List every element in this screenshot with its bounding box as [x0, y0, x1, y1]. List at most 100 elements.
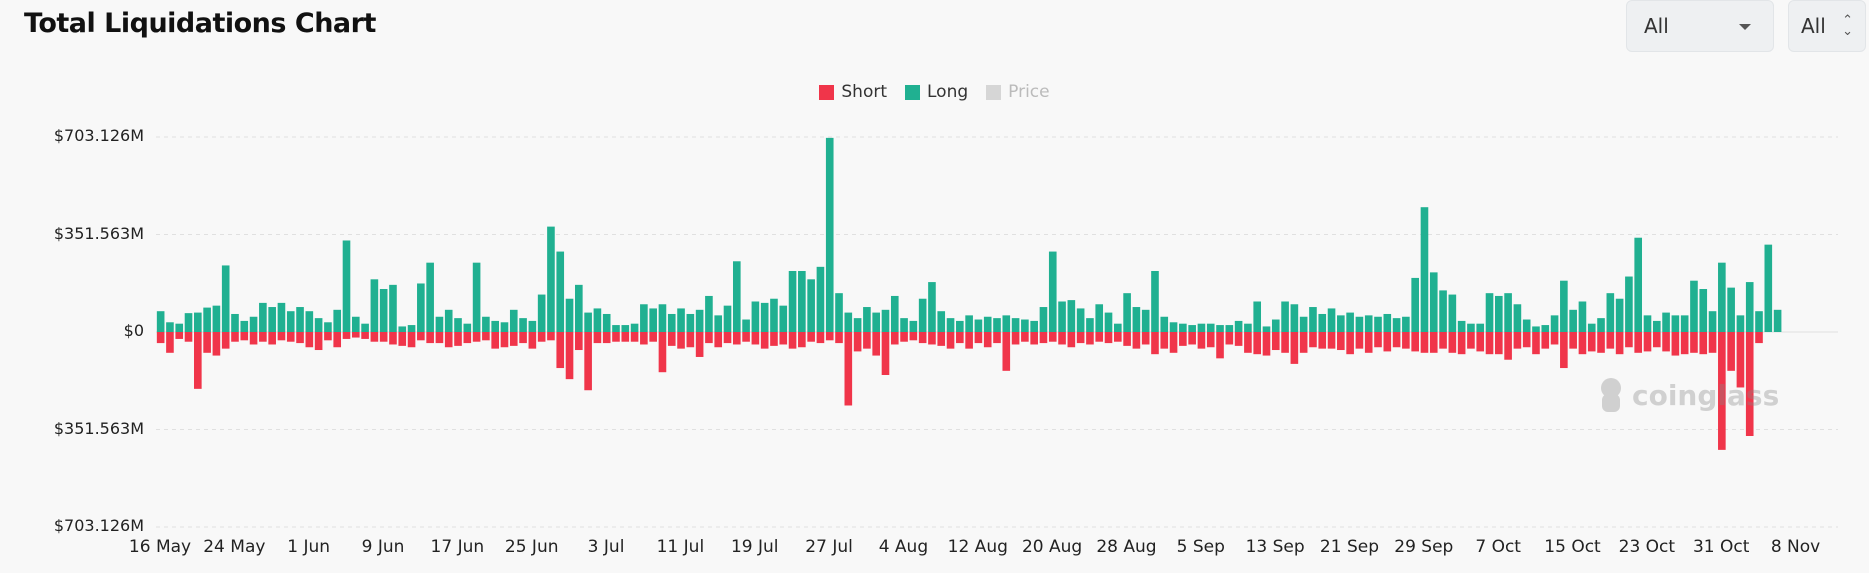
short-bar[interactable] [612, 332, 620, 342]
short-bar[interactable] [491, 332, 499, 349]
long-bar[interactable] [1718, 262, 1726, 332]
long-bar[interactable] [1216, 325, 1224, 332]
short-bar[interactable] [324, 332, 332, 341]
short-bar[interactable] [472, 332, 481, 342]
long-bar[interactable] [491, 320, 499, 332]
short-bar[interactable] [194, 332, 202, 389]
short-bar[interactable] [556, 332, 565, 369]
long-bar[interactable] [1467, 323, 1475, 332]
long-bar[interactable] [1281, 301, 1289, 332]
long-bar[interactable] [890, 295, 899, 332]
short-bar[interactable] [528, 332, 537, 349]
short-bar[interactable] [825, 332, 834, 341]
short-bar[interactable] [1522, 332, 1531, 348]
short-bar[interactable] [956, 332, 964, 344]
long-bar[interactable] [575, 284, 583, 332]
long-bar[interactable] [770, 298, 778, 332]
long-bar[interactable] [277, 302, 286, 332]
long-bar[interactable] [1030, 320, 1038, 332]
short-bar[interactable] [1104, 332, 1113, 344]
long-bar[interactable] [426, 262, 434, 332]
short-bar[interactable] [379, 332, 388, 342]
long-bar[interactable] [259, 302, 267, 332]
short-bar[interactable] [314, 332, 323, 351]
short-bar[interactable] [658, 332, 667, 373]
short-bar[interactable] [156, 332, 165, 344]
long-bar[interactable] [1429, 272, 1438, 332]
long-bar[interactable] [1364, 315, 1373, 332]
short-bar[interactable] [575, 332, 583, 351]
short-bar[interactable] [695, 332, 704, 357]
short-bar[interactable] [203, 332, 211, 353]
short-bar[interactable] [1048, 332, 1057, 342]
short-bar[interactable] [816, 332, 825, 344]
long-bar[interactable] [649, 308, 657, 332]
long-bar[interactable] [565, 298, 574, 332]
short-bar[interactable] [788, 332, 797, 349]
long-bar[interactable] [1021, 319, 1029, 332]
long-bar[interactable] [1067, 300, 1076, 332]
long-bar[interactable] [909, 320, 918, 332]
short-bar[interactable] [742, 332, 750, 342]
long-bar[interactable] [965, 315, 973, 332]
long-bar[interactable] [221, 265, 230, 332]
short-bar[interactable] [389, 332, 397, 345]
range-select[interactable]: All ⌃ ⌄ [1788, 0, 1866, 52]
short-bar[interactable] [1355, 332, 1364, 349]
long-bar[interactable] [1086, 318, 1094, 332]
short-bar[interactable] [212, 332, 221, 356]
long-bar[interactable] [1522, 319, 1531, 332]
long-bar[interactable] [1587, 323, 1596, 332]
short-bar[interactable] [890, 332, 899, 345]
short-bar[interactable] [259, 332, 267, 342]
short-bar[interactable] [1216, 332, 1224, 359]
long-bar[interactable] [1671, 315, 1680, 332]
long-bar[interactable] [342, 240, 351, 332]
long-bar[interactable] [1411, 277, 1419, 332]
long-bar[interactable] [658, 304, 667, 332]
long-bar[interactable] [1578, 301, 1587, 332]
long-bar[interactable] [1188, 325, 1196, 332]
short-bar[interactable] [1429, 332, 1438, 353]
short-bar[interactable] [500, 332, 509, 348]
short-bar[interactable] [1244, 332, 1252, 353]
short-bar[interactable] [296, 332, 304, 344]
long-bar[interactable] [556, 251, 565, 332]
short-bar[interactable] [240, 332, 249, 341]
long-bar[interactable] [1755, 311, 1763, 332]
short-bar[interactable] [1299, 332, 1308, 353]
long-bar[interactable] [417, 283, 425, 332]
long-bar[interactable] [1541, 325, 1550, 332]
long-bar[interactable] [1271, 319, 1280, 332]
short-bar[interactable] [1011, 332, 1020, 345]
long-bar[interactable] [1448, 294, 1457, 332]
long-bar[interactable] [1764, 244, 1773, 332]
short-bar[interactable] [649, 332, 657, 342]
long-bar[interactable] [444, 309, 453, 332]
long-bar[interactable] [1690, 280, 1698, 332]
long-bar[interactable] [547, 226, 555, 332]
short-bar[interactable] [509, 332, 518, 346]
long-bar[interactable] [602, 313, 611, 332]
short-bar[interactable] [1002, 332, 1011, 371]
short-bar[interactable] [1206, 332, 1215, 348]
long-bar[interactable] [695, 309, 704, 332]
short-bar[interactable] [454, 332, 462, 346]
long-bar[interactable] [723, 305, 732, 332]
short-bar[interactable] [1457, 332, 1466, 355]
short-bar[interactable] [993, 332, 1001, 344]
long-bar[interactable] [928, 282, 936, 332]
long-bar[interactable] [1745, 282, 1754, 332]
short-bar[interactable] [1625, 332, 1633, 348]
short-bar[interactable] [686, 332, 695, 348]
long-bar[interactable] [1095, 304, 1104, 332]
long-bar[interactable] [454, 318, 462, 332]
short-bar[interactable] [1030, 332, 1038, 345]
short-bar[interactable] [1560, 332, 1568, 369]
short-bar[interactable] [1541, 332, 1550, 349]
short-bar[interactable] [1086, 332, 1094, 345]
long-bar[interactable] [1420, 207, 1429, 332]
exchange-select[interactable]: All [1626, 0, 1774, 52]
short-bar[interactable] [565, 332, 574, 380]
long-bar[interactable] [1169, 322, 1178, 332]
